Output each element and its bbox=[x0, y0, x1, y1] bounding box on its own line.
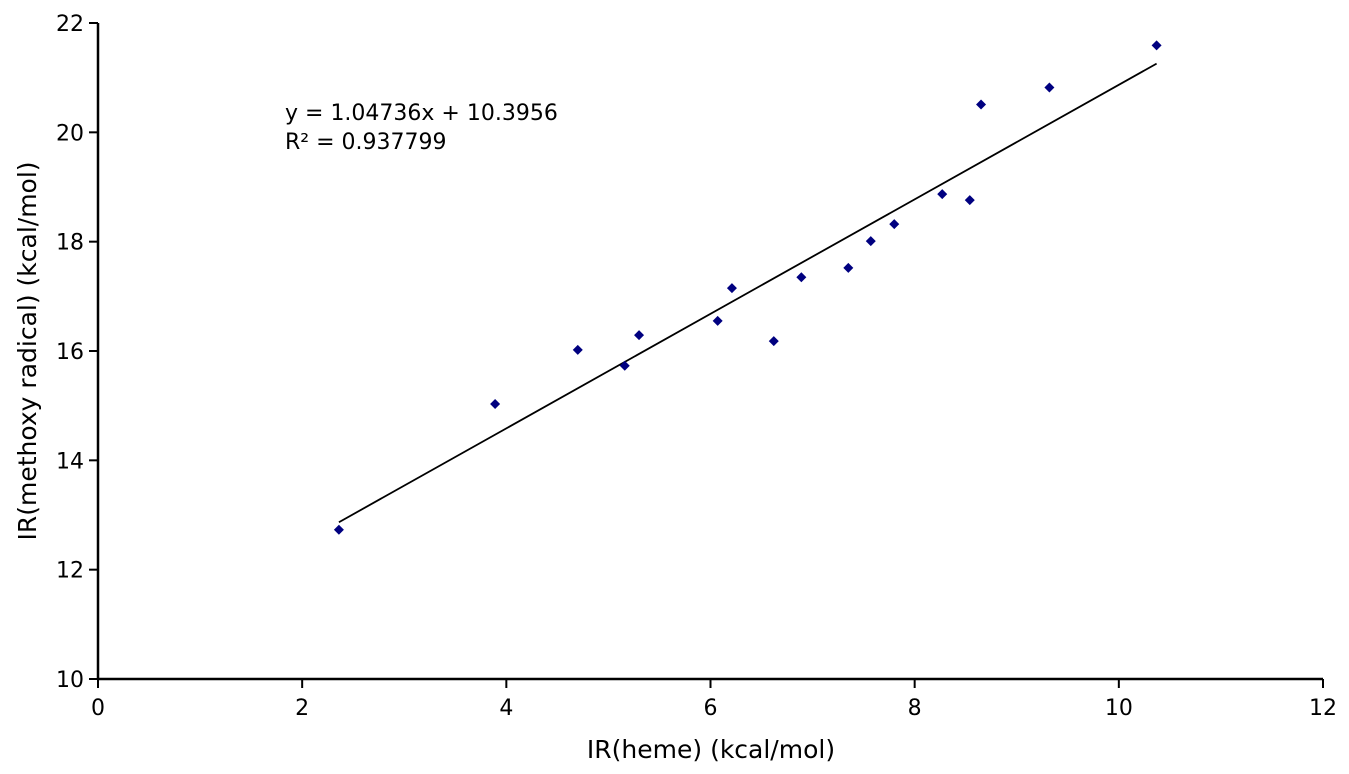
data-point bbox=[712, 315, 723, 326]
x-tick-label: 2 bbox=[295, 696, 309, 721]
data-point bbox=[768, 336, 779, 347]
x-tick-label: 6 bbox=[704, 696, 718, 721]
trendline-equation: y = 1.04736x + 10.3956 bbox=[285, 101, 558, 126]
x-tick-label: 10 bbox=[1105, 696, 1133, 721]
data-point bbox=[889, 219, 900, 230]
data-point bbox=[937, 189, 948, 200]
data-point bbox=[619, 360, 630, 371]
y-tick-label: 12 bbox=[56, 559, 84, 584]
data-point bbox=[976, 99, 987, 110]
data-point bbox=[865, 236, 876, 247]
x-tick-label: 4 bbox=[499, 696, 513, 721]
data-points bbox=[333, 40, 1162, 535]
data-point bbox=[333, 524, 344, 535]
y-tick-label: 20 bbox=[56, 121, 84, 146]
axes bbox=[96, 23, 1323, 681]
y-axis-title: IR(methoxy radical) (kcal/mol) bbox=[13, 161, 42, 540]
y-tick-label: 18 bbox=[56, 231, 84, 256]
y-tick-label: 22 bbox=[56, 12, 84, 37]
data-point bbox=[1044, 82, 1055, 93]
data-point bbox=[796, 272, 807, 283]
r-squared-label: R² = 0.937799 bbox=[285, 130, 447, 155]
x-tick-label: 0 bbox=[91, 696, 105, 721]
data-point bbox=[634, 330, 645, 341]
data-point bbox=[1151, 40, 1162, 51]
trendline bbox=[338, 62, 1158, 524]
x-axis-title: IR(heme) (kcal/mol) bbox=[587, 735, 835, 764]
trendline-group bbox=[338, 62, 1158, 524]
y-tick-label: 14 bbox=[56, 449, 84, 474]
x-tick-label: 8 bbox=[908, 696, 922, 721]
data-point bbox=[572, 344, 583, 355]
data-point bbox=[964, 195, 975, 206]
data-point bbox=[726, 283, 737, 294]
y-tick-label: 16 bbox=[56, 340, 84, 365]
x-tick-label: 12 bbox=[1309, 696, 1337, 721]
data-point bbox=[843, 262, 854, 273]
y-tick-label: 10 bbox=[56, 668, 84, 693]
data-point bbox=[490, 399, 501, 410]
ticks: 0 2 4 6 8 10 12 10 12 14 16 18 20 22 bbox=[56, 12, 1337, 721]
